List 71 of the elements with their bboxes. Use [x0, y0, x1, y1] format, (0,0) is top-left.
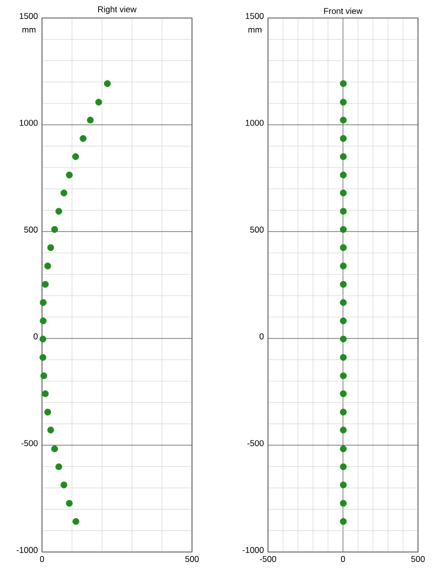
point	[66, 500, 73, 507]
chart-title: Front view	[324, 8, 363, 14]
point	[40, 299, 47, 306]
point	[340, 372, 347, 380]
point	[72, 518, 80, 525]
point	[340, 190, 347, 196]
point	[340, 445, 347, 452]
point	[340, 482, 347, 488]
y-tick-label: 1500	[20, 13, 38, 19]
point	[340, 98, 347, 106]
chart-title: Right view	[98, 6, 137, 14]
point	[47, 426, 54, 434]
y-tick-label: -1000	[242, 547, 264, 553]
y-tick-label: 1500	[246, 13, 264, 19]
x-tick-label: 0	[40, 556, 44, 562]
point	[340, 426, 347, 434]
point	[42, 390, 49, 398]
point	[340, 172, 347, 178]
y-tick-label: 0	[260, 333, 264, 340]
point	[40, 336, 46, 342]
point	[66, 172, 73, 178]
point	[40, 354, 46, 361]
point	[60, 482, 68, 488]
point	[340, 354, 347, 361]
point	[104, 80, 111, 87]
point	[60, 190, 68, 196]
point	[340, 244, 347, 252]
y-tick-label: 1000	[20, 120, 38, 126]
x-tick-label: -500	[260, 556, 276, 562]
point	[340, 317, 347, 324]
y-tick-label: 1000	[246, 120, 264, 126]
point	[340, 336, 347, 342]
point	[40, 317, 47, 324]
point	[44, 408, 52, 416]
point	[44, 262, 52, 270]
point	[42, 280, 49, 288]
point	[340, 153, 347, 160]
point	[340, 299, 347, 306]
point	[340, 390, 347, 398]
point	[340, 226, 347, 233]
point	[47, 244, 54, 252]
point	[340, 518, 347, 525]
point	[40, 372, 48, 380]
point	[86, 116, 94, 124]
y-tick-label: -1000	[16, 547, 38, 553]
point	[340, 463, 347, 470]
y-tick-label: 500	[250, 226, 264, 233]
point	[51, 445, 58, 452]
y-tick-label: 500	[24, 226, 38, 233]
y-tick-label: -500	[247, 440, 264, 446]
point	[55, 208, 62, 215]
point	[95, 98, 102, 106]
x-tick-label: 500	[185, 556, 199, 562]
point	[80, 135, 86, 142]
point	[55, 463, 62, 470]
point	[340, 280, 347, 288]
point	[340, 408, 347, 416]
point	[72, 153, 79, 160]
point	[340, 208, 347, 215]
point	[51, 226, 58, 233]
point	[340, 135, 347, 142]
y-tick-label: -500	[21, 440, 38, 446]
y-tick-label: 0	[34, 333, 38, 340]
point	[340, 500, 347, 507]
y-axis-title: mm	[248, 28, 262, 33]
x-tick-label: 500	[411, 556, 425, 562]
point	[340, 116, 347, 124]
y-axis-title: mm	[22, 28, 36, 33]
point	[340, 80, 347, 87]
x-tick-label: 0	[340, 556, 346, 562]
point	[340, 262, 347, 270]
